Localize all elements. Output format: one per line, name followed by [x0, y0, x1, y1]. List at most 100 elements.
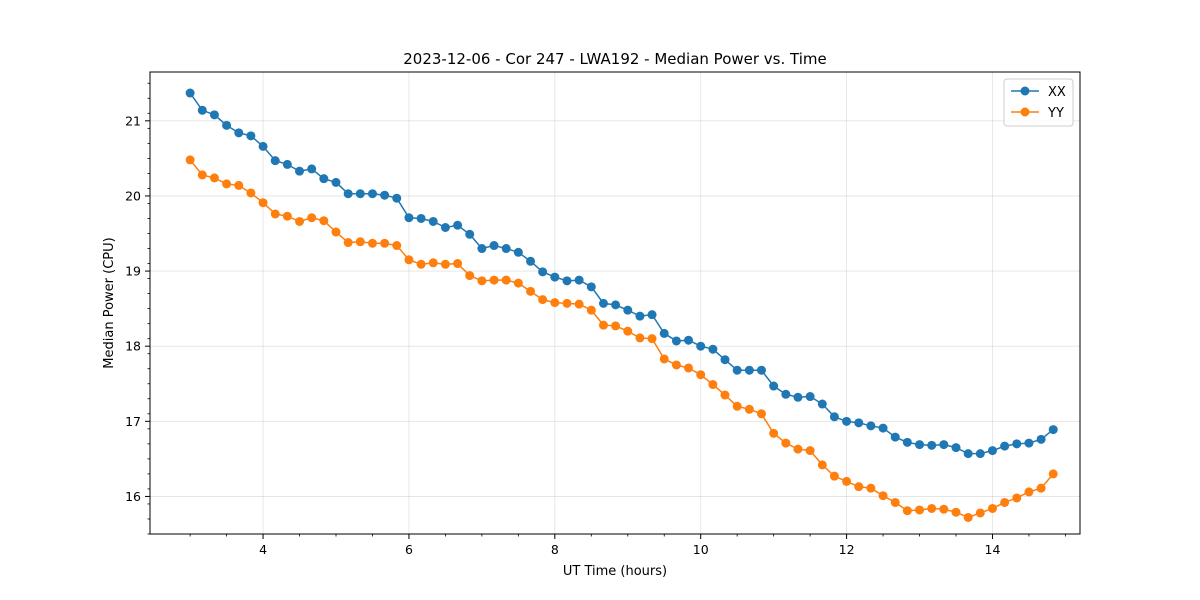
data-point-yy [756, 409, 766, 419]
y-tick-label: 19 [125, 264, 141, 279]
y-tick-label: 20 [125, 188, 141, 203]
data-point-xx [902, 437, 912, 447]
data-point-yy [1048, 469, 1058, 479]
data-point-yy [878, 491, 888, 501]
data-point-yy [465, 271, 475, 281]
data-point-xx [440, 223, 450, 232]
data-point-xx [805, 392, 815, 402]
data-point-yy [915, 505, 925, 515]
data-point-yy [647, 334, 657, 344]
y-tick-label: 18 [125, 339, 141, 354]
x-tick-label: 6 [405, 542, 413, 557]
data-point-yy [720, 390, 730, 400]
data-point-yy [598, 320, 608, 330]
data-point-yy [392, 241, 402, 251]
data-point-xx [501, 244, 511, 254]
data-point-yy [453, 259, 463, 269]
data-point-xx [671, 336, 681, 346]
data-point-yy [1036, 483, 1046, 493]
data-point-yy [623, 326, 633, 336]
data-point-xx [295, 166, 305, 176]
data-point-yy [829, 471, 839, 481]
data-point-yy [197, 170, 207, 180]
data-point-yy [659, 354, 669, 364]
data-point-yy [939, 504, 949, 514]
data-point-xx [647, 310, 657, 320]
x-tick-label: 8 [551, 542, 559, 557]
data-point-xx [222, 120, 232, 130]
data-point-xx [258, 141, 268, 151]
data-point-xx [185, 88, 195, 98]
chart-title: 2023-12-06 - Cor 247 - LWA192 - Median P… [403, 50, 827, 68]
data-point-xx [842, 416, 852, 426]
data-point-xx [1012, 439, 1022, 449]
data-point-xx [684, 335, 694, 345]
data-point-yy [489, 275, 499, 285]
data-point-xx [915, 440, 925, 450]
legend-label-xx: XX [1048, 85, 1066, 100]
data-point-yy [696, 370, 706, 380]
data-point-xx [489, 241, 499, 251]
data-point-xx [598, 298, 608, 308]
data-point-yy [817, 460, 827, 470]
data-point-yy [246, 188, 256, 198]
data-point-xx [781, 389, 791, 399]
data-point-yy [282, 211, 292, 221]
data-point-xx [696, 341, 706, 351]
data-point-yy [927, 503, 937, 513]
data-point-yy [234, 180, 244, 190]
data-point-yy [562, 298, 572, 308]
data-point-xx [282, 159, 292, 169]
data-point-xx [404, 213, 414, 223]
data-point-yy [295, 216, 305, 226]
y-tick-label: 17 [125, 414, 141, 429]
x-tick-label: 10 [693, 542, 709, 557]
data-point-xx [720, 355, 730, 365]
data-point-xx [1000, 441, 1010, 451]
data-point-xx [562, 276, 572, 286]
data-point-yy [854, 482, 864, 492]
y-axis-label: Median Power (CPU) [102, 237, 117, 368]
series-yy [185, 155, 1058, 522]
data-point-yy [951, 507, 961, 517]
data-point-xx [209, 110, 219, 120]
data-point-yy [586, 305, 596, 315]
data-point-xx [477, 244, 487, 254]
data-point-xx [416, 213, 426, 223]
data-point-xx [793, 392, 803, 402]
data-point-yy [258, 198, 268, 208]
data-point-xx [817, 399, 827, 409]
data-point-yy [416, 259, 426, 269]
data-point-xx [769, 381, 779, 391]
data-point-xx [526, 256, 536, 266]
data-point-xx [1048, 425, 1058, 435]
data-point-yy [343, 238, 353, 248]
data-point-xx [963, 449, 973, 459]
data-point-yy [380, 238, 390, 248]
data-point-xx [380, 190, 390, 200]
data-point-xx [708, 344, 718, 354]
data-point-xx [890, 432, 900, 442]
data-point-yy [513, 278, 523, 288]
legend-marker-xx [1020, 86, 1030, 96]
data-point-yy [842, 476, 852, 486]
data-point-yy [501, 275, 511, 285]
data-point-yy [428, 258, 438, 268]
data-point-xx [611, 300, 621, 310]
data-point-xx [355, 189, 365, 199]
data-point-yy [708, 380, 718, 390]
data-point-xx [829, 412, 839, 422]
data-point-xx [197, 105, 207, 115]
data-point-yy [866, 483, 876, 493]
data-point-xx [319, 174, 329, 184]
data-point-xx [866, 421, 876, 431]
data-point-xx [538, 267, 548, 277]
data-point-yy [367, 238, 377, 248]
x-tick-label: 14 [985, 542, 1001, 557]
legend: XX YY [1003, 78, 1074, 127]
data-point-yy [331, 227, 341, 237]
data-point-xx [623, 305, 633, 315]
data-point-xx [331, 177, 341, 187]
data-point-yy [185, 155, 195, 165]
